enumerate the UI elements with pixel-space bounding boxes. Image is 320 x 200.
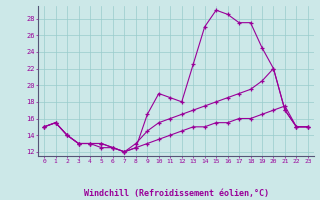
X-axis label: Windchill (Refroidissement éolien,°C): Windchill (Refroidissement éolien,°C) xyxy=(84,189,268,198)
